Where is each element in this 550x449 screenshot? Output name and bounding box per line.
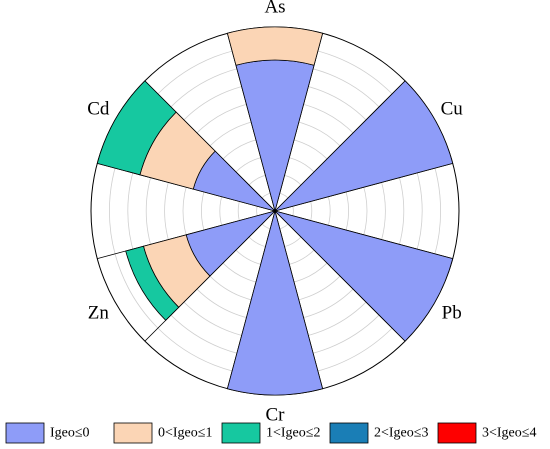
legend-swatch <box>113 422 153 444</box>
category-label-as: As <box>264 0 285 18</box>
legend: Igeo≤0 0<Igeo≤1 1<Igeo≤2 2<Igeo≤3 3<Igeo≤4 <box>5 422 536 444</box>
legend-label: 1<Igeo≤2 <box>266 426 320 441</box>
category-label-zn: Zn <box>88 303 110 324</box>
legend-swatch <box>329 422 369 444</box>
bar-segment-pb-0 <box>273 210 454 342</box>
category-labels: As Cu Pb Cr Zn Cd <box>87 0 463 426</box>
bar-segment-cu-0 <box>273 80 454 212</box>
bar-segment-as-1 <box>226 26 324 66</box>
bar-segment-zn-2 <box>125 245 180 321</box>
legend-swatch <box>437 422 477 444</box>
polar-bars <box>96 26 454 396</box>
legend-label: 0<Igeo≤1 <box>158 426 212 441</box>
legend-label: 3<Igeo≤4 <box>482 426 536 441</box>
bar-segment-cd-2 <box>96 80 177 176</box>
category-label-cr: Cr <box>266 405 286 426</box>
legend-swatch <box>221 422 261 444</box>
legend-label: 2<Igeo≤3 <box>374 426 428 441</box>
category-label-pb: Pb <box>442 303 462 324</box>
category-label-cu: Cu <box>441 99 464 120</box>
legend-swatch <box>5 422 45 444</box>
bar-segment-cr-0 <box>226 209 324 396</box>
category-label-cd: Cd <box>87 99 110 120</box>
legend-label: Igeo≤0 <box>50 426 90 441</box>
